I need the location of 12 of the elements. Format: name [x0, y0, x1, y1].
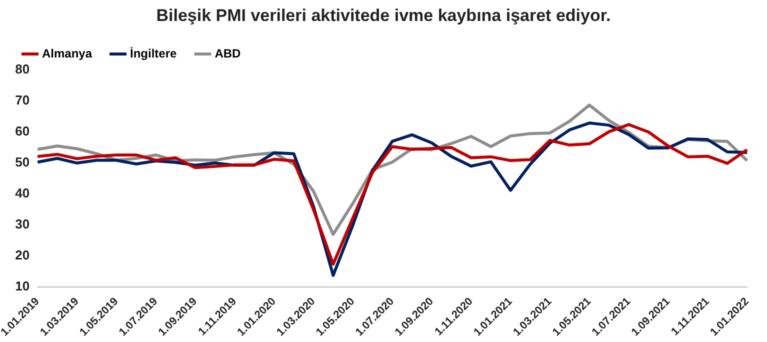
legend-label: Almanya [42, 46, 92, 60]
y-tick-label: 10 [15, 278, 30, 294]
legend-label: ABD [214, 46, 242, 60]
y-tick-label: 40 [15, 186, 30, 201]
y-tick-label: 50 [15, 154, 30, 170]
legend-label: İngiltere [130, 46, 178, 60]
y-tick-label: 30 [15, 216, 30, 232]
chart-title: Bileşik PMI verileri aktivitede ivme kaybına işaret ediyor. [155, 6, 612, 26]
y-tick-label: 20 [15, 248, 30, 263]
y-tick-label: 70 [15, 92, 30, 108]
y-tick-label: 60 [15, 124, 30, 139]
y-tick-label: 80 [15, 62, 30, 77]
